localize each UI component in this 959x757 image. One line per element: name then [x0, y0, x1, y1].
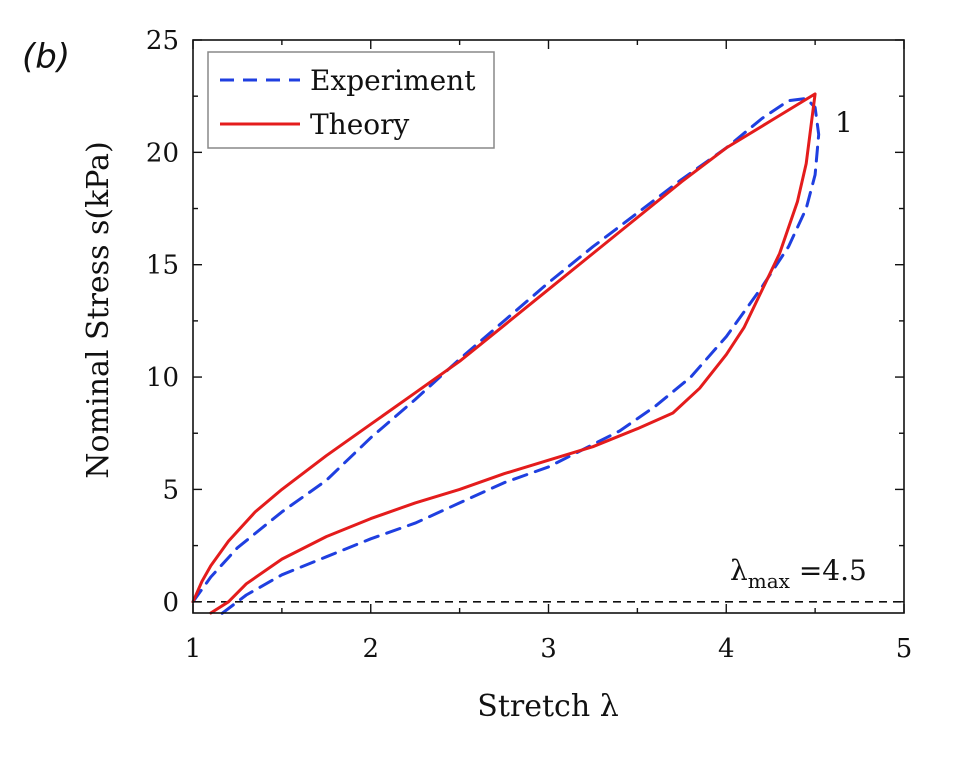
legend-label-theory: Theory	[310, 108, 410, 141]
legend: Experiment Theory	[207, 51, 495, 149]
x-tick-label: 3	[540, 634, 557, 664]
y-axis-title: Nominal Stress s(kPa)	[81, 141, 116, 478]
x-tick-label: 1	[185, 634, 202, 664]
panel-label: (b)	[22, 37, 70, 77]
y-tick-label: 0	[162, 588, 179, 618]
series-line-experiment	[191, 96, 821, 617]
axes	[192, 39, 905, 614]
annotation-lambda-max: λmax =4.5	[730, 554, 867, 593]
x-tick-label: 5	[896, 634, 913, 664]
tick-labels: 1 2 3 4 5 0 5 10 15 20 25	[146, 26, 912, 664]
y-tick-label: 5	[162, 475, 179, 505]
series-line-theory	[191, 92, 817, 615]
x-axis-title: Stretch λ	[477, 689, 618, 724]
plot-area	[191, 92, 904, 617]
x-tick-label: 2	[362, 634, 379, 664]
y-tick-label: 25	[146, 26, 179, 56]
y-tick-label: 20	[146, 138, 179, 168]
x-tick-label: 4	[718, 634, 735, 664]
y-tick-label: 10	[146, 363, 179, 393]
y-tick-label: 15	[146, 251, 179, 281]
legend-box	[207, 51, 495, 149]
annotation-cycle-number: 1	[835, 106, 853, 139]
legend-label-experiment: Experiment	[310, 64, 476, 97]
